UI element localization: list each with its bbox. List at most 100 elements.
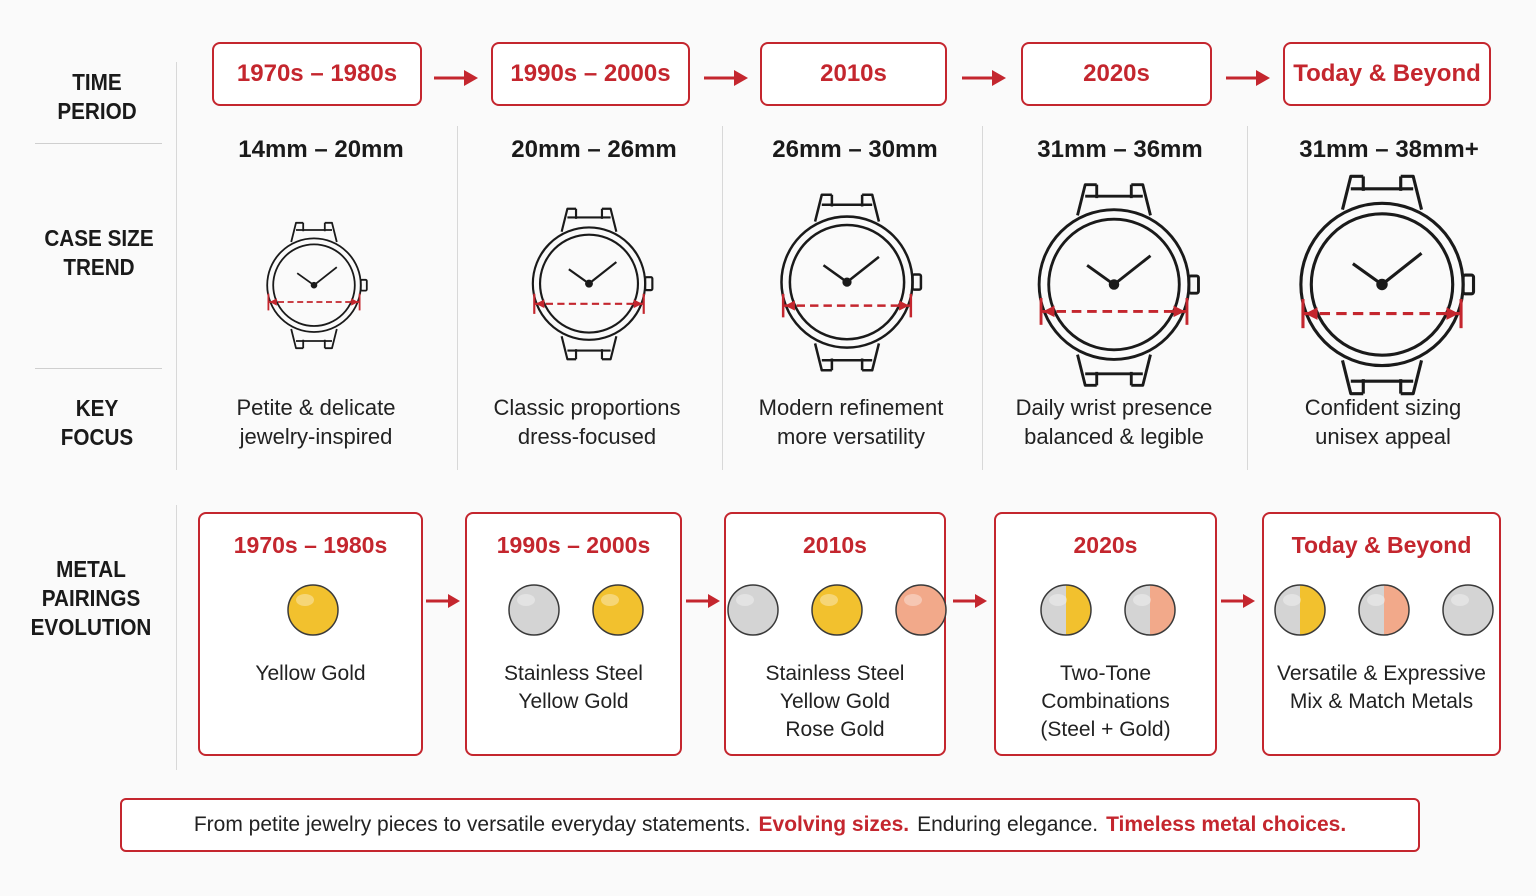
row-label-line: EVOLUTION xyxy=(30,614,152,640)
hour-hand xyxy=(296,272,315,286)
hand-pivot xyxy=(310,281,318,289)
case-size-label: 31mm – 38mm+ xyxy=(1299,136,1479,163)
column-divider xyxy=(722,126,723,470)
diameter-marker xyxy=(781,293,913,318)
focus-line: Petite & delicate xyxy=(236,395,396,420)
column-divider xyxy=(1247,126,1248,470)
row-label-line: KEY xyxy=(75,395,119,421)
metal-text-line: Yellow Gold xyxy=(779,690,891,713)
case-size-label: 14mm – 20mm xyxy=(238,136,404,163)
period-box-1990s: 1990s – 2000s xyxy=(491,42,690,106)
focus-line: Modern refinement xyxy=(758,395,944,420)
focus-line: Daily wrist presence xyxy=(1015,395,1213,420)
metal-box-1970s: 1970s – 1980s Yellow Gold xyxy=(198,512,423,756)
key-focus-text: Daily wrist presence balanced & legible xyxy=(989,393,1239,451)
metal-text-line: (Steel + Gold) xyxy=(1040,718,1171,741)
metal-text-line: Versatile & Expressive xyxy=(1277,662,1486,685)
metal-box-title: 1970s – 1980s xyxy=(233,532,388,558)
row-label-key-focus: KEY FOCUS xyxy=(30,394,165,452)
metal-box-text: Stainless Steel Yellow Gold xyxy=(467,660,680,716)
metal-box-text: Two-Tone Combinations (Steel + Gold) xyxy=(996,660,1215,744)
footer-text: Enduring elegance. xyxy=(917,813,1099,836)
arrow-right-icon xyxy=(434,70,478,86)
footer-text: From petite jewelry pieces to versatile … xyxy=(193,813,751,836)
metal-text-line: Yellow Gold xyxy=(518,690,629,713)
footer-highlight: Evolving sizes. xyxy=(758,813,910,836)
steel-gold-metal-swatch-icon xyxy=(1039,584,1092,636)
row-label-time-period: TIME PERIOD xyxy=(30,68,165,126)
watch-icon xyxy=(1299,174,1476,396)
arrow-right-icon xyxy=(686,594,720,608)
row-label-line: CASE SIZE xyxy=(44,225,154,251)
watch-outline xyxy=(531,207,654,361)
column-divider xyxy=(176,62,177,470)
metal-box-title: 2010s xyxy=(803,532,867,558)
metal-box-text: Stainless Steel Yellow Gold Rose Gold xyxy=(726,660,944,744)
key-focus-text: Classic proportions dress-focused xyxy=(462,393,712,451)
steel-metal-swatch-icon xyxy=(727,584,779,636)
arrow-right-icon xyxy=(953,594,987,608)
watch-outline xyxy=(266,221,368,350)
metal-swatches xyxy=(726,582,947,642)
key-focus-text: Modern refinement more versatility xyxy=(726,393,976,451)
period-box-2010s: 2010s xyxy=(760,42,947,106)
hour-hand xyxy=(568,268,590,285)
focus-line: Confident sizing xyxy=(1304,395,1462,420)
row-label-line: PERIOD xyxy=(57,98,137,124)
period-box-1970s: 1970s – 1980s xyxy=(212,42,422,106)
row-label-line: PAIRINGS xyxy=(41,585,141,611)
metal-box-title: 1990s – 2000s xyxy=(496,532,651,558)
metal-text-line: Two-Tone Combinations xyxy=(1041,662,1170,713)
arrow-right-icon xyxy=(1226,70,1270,86)
steel-rose-metal-swatch-icon xyxy=(1357,584,1410,636)
footer-banner: From petite jewelry pieces to versatile … xyxy=(120,798,1420,852)
gold-metal-swatch-icon xyxy=(811,584,863,636)
column-divider xyxy=(176,505,177,770)
divider xyxy=(35,143,162,144)
row-label-metal-pairings: METAL PAIRINGS EVOLUTION xyxy=(24,555,159,642)
gold-metal-swatch-icon xyxy=(591,584,644,636)
metal-swatches xyxy=(467,582,680,642)
row-label-line: TIME xyxy=(72,69,122,95)
focus-line: unisex appeal xyxy=(1315,424,1451,449)
hand-pivot xyxy=(1108,279,1120,290)
focus-line: balanced & legible xyxy=(1024,424,1204,449)
minute-hand xyxy=(1381,252,1423,286)
row-label-case-size: CASE SIZE TREND xyxy=(32,224,167,282)
metal-box-2020s: 2020s Two-Tone Combinations (Steel + Gol… xyxy=(994,512,1217,756)
diameter-marker xyxy=(267,293,361,311)
watch-icon xyxy=(266,221,368,350)
metal-text-line: Stainless Steel xyxy=(504,662,643,685)
metal-text-line: Rose Gold xyxy=(785,718,885,741)
key-focus-text: Petite & delicate jewelry-inspired xyxy=(191,393,441,451)
arrow-right-icon xyxy=(426,594,460,608)
steel-metal-swatch-icon xyxy=(1441,584,1494,636)
arrow-right-icon xyxy=(704,70,748,86)
steel-rose-metal-swatch-icon xyxy=(1123,584,1176,636)
watch-outline xyxy=(1037,183,1200,387)
period-box-today: Today & Beyond xyxy=(1283,42,1491,106)
rose-metal-swatch-icon xyxy=(895,584,947,636)
steel-metal-swatch-icon xyxy=(507,584,560,636)
metal-swatches xyxy=(996,582,1215,642)
minute-hand xyxy=(846,255,880,284)
minute-hand xyxy=(1113,254,1152,286)
arrow-right-icon xyxy=(962,70,1006,86)
footer-highlight: Timeless metal choices. xyxy=(1106,813,1347,836)
metal-box-text: Versatile & Expressive Mix & Match Metal… xyxy=(1264,660,1499,716)
hand-pivot xyxy=(585,279,593,288)
column-divider xyxy=(982,126,983,470)
focus-line: Classic proportions xyxy=(493,395,681,420)
metal-swatches xyxy=(1264,582,1499,642)
metal-box-text: Yellow Gold xyxy=(200,660,421,688)
hand-pivot xyxy=(842,277,852,287)
diameter-marker xyxy=(1039,297,1189,325)
minute-hand xyxy=(313,266,338,286)
minute-hand xyxy=(588,261,618,285)
column-divider xyxy=(457,126,458,470)
case-size-label: 20mm – 26mm xyxy=(511,136,677,163)
case-size-label: 26mm – 30mm xyxy=(772,136,938,163)
focus-line: more versatility xyxy=(777,424,925,449)
case-size-label: 31mm – 36mm xyxy=(1037,136,1203,163)
key-focus-text: Confident sizing unisex appeal xyxy=(1258,393,1508,451)
